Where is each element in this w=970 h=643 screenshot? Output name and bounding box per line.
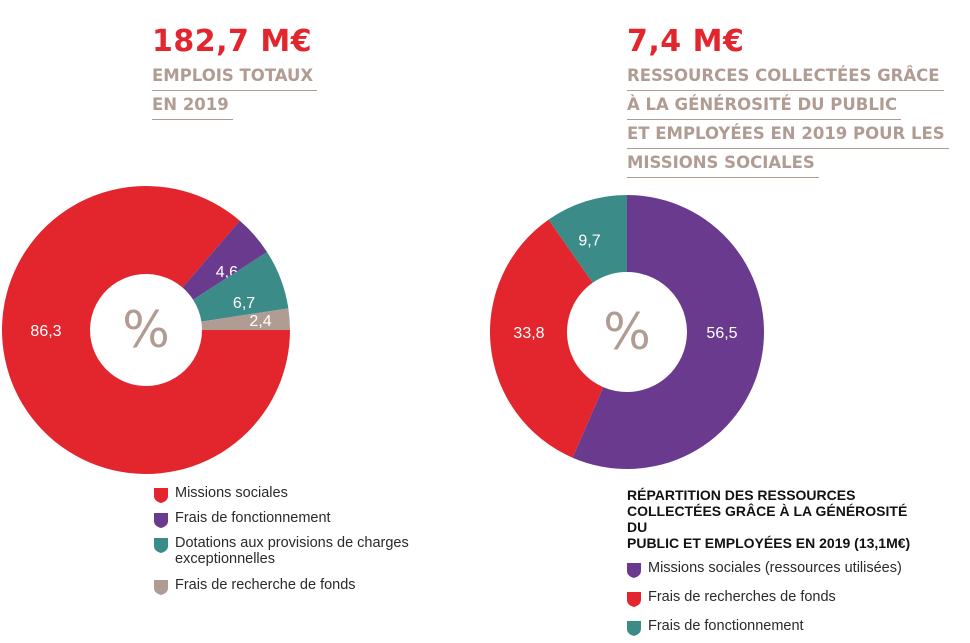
legend-item: Frais de recherche de fonds <box>152 577 452 596</box>
right-donut-chart: 56,5 33,8 9,7% <box>490 195 764 469</box>
legend-label: Missions sociales (ressources utilisées) <box>648 560 902 576</box>
slice-value-label: 86,3 <box>30 323 61 340</box>
right-legend-title: RÉPARTITION DES RESSOURCES COLLECTÉES GR… <box>627 487 927 551</box>
left-headline: 182,7 M€ <box>152 24 313 59</box>
right-subtitle-line: MISSIONS SOCIALES <box>627 149 819 178</box>
shield-icon <box>154 513 168 528</box>
pie-slice <box>490 219 604 458</box>
shield-icon <box>627 621 641 636</box>
shield-icon <box>154 580 168 595</box>
left-legend: Missions sociales Frais de fonctionnemen… <box>152 485 452 602</box>
right-subtitle-line: RESSOURCES COLLECTÉES GRÂCE <box>627 62 944 91</box>
legend-item: Missions sociales <box>152 485 452 504</box>
pie-slice <box>548 195 627 283</box>
right-subtitle: RESSOURCES COLLECTÉES GRÂCE À LA GÉNÉROS… <box>627 62 949 178</box>
right-legend: Missions sociales (ressources utilisées)… <box>625 560 955 643</box>
slice-value-label: 2,4 <box>249 313 271 330</box>
slice-value-label: 56,5 <box>706 325 737 342</box>
shield-icon <box>154 488 168 503</box>
right-headline: 7,4 M€ <box>627 24 745 59</box>
legend-item: Frais de recherches de fonds <box>625 589 955 608</box>
pie-slice <box>201 308 290 330</box>
legend-label: Frais de fonctionnement <box>648 618 804 634</box>
slice-value-label: 9,7 <box>578 232 600 249</box>
pie-slice <box>182 220 268 300</box>
right-subtitle-line: À LA GÉNÉROSITÉ DU PUBLIC <box>627 91 902 120</box>
legend-label: Frais de fonctionnement <box>175 510 331 526</box>
legend-item: Missions sociales (ressources utilisées) <box>625 560 955 579</box>
left-subtitle: EMPLOIS TOTAUX EN 2019 <box>152 62 318 120</box>
left-subtitle-line: EMPLOIS TOTAUX <box>152 62 318 91</box>
legend-item: Dotations aux provisions de charges exce… <box>152 535 452 567</box>
legend-label: Dotations aux provisions de charges exce… <box>175 535 409 567</box>
pie-slice <box>193 252 289 322</box>
center-percent-label: % <box>603 303 651 361</box>
left-donut-chart: 86,34,66,72,4% <box>1 185 290 474</box>
center-percent-label: % <box>122 301 170 359</box>
pie-slice <box>572 195 764 469</box>
shield-icon <box>627 592 641 607</box>
legend-item: Frais de fonctionnement <box>625 618 955 637</box>
shield-icon <box>154 538 168 553</box>
legend-label: Missions sociales <box>175 485 288 501</box>
slice-value-label: 6,7 <box>233 295 255 312</box>
legend-title-line: RÉPARTITION DES RESSOURCES <box>627 487 856 503</box>
right-subtitle-line: ET EMPLOYÉES EN 2019 POUR LES <box>627 120 949 149</box>
pie-slice <box>1 185 290 474</box>
left-subtitle-line: EN 2019 <box>152 91 233 120</box>
legend-title-line: COLLECTÉES GRÂCE À LA GÉNÉROSITÉ DU <box>627 503 908 535</box>
legend-label: Frais de recherche de fonds <box>175 577 356 593</box>
slice-value-label: 33,8 <box>513 325 544 342</box>
legend-label: Frais de recherches de fonds <box>648 589 836 605</box>
shield-icon <box>627 563 641 578</box>
legend-item: Frais de fonctionnement <box>152 510 452 529</box>
legend-title-line: PUBLIC ET EMPLOYÉES EN 2019 (13,1M€) <box>627 535 911 551</box>
